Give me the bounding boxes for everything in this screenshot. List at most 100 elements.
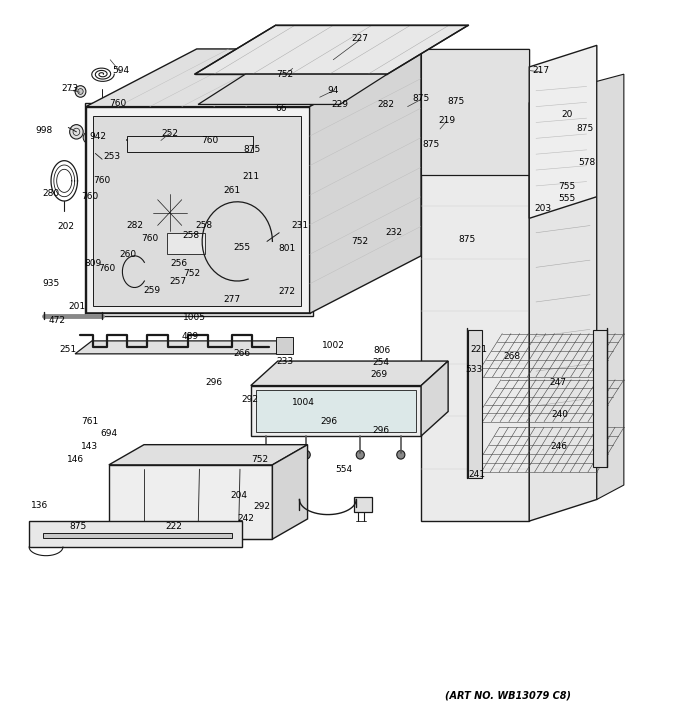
Text: 241: 241 bbox=[468, 471, 485, 479]
Polygon shape bbox=[473, 427, 624, 472]
Text: 594: 594 bbox=[112, 66, 129, 75]
Text: 259: 259 bbox=[143, 286, 160, 295]
Polygon shape bbox=[474, 380, 624, 422]
Text: (ART NO. WB13079 C8): (ART NO. WB13079 C8) bbox=[445, 690, 571, 700]
Polygon shape bbox=[276, 337, 292, 354]
Text: 136: 136 bbox=[31, 501, 48, 510]
Text: 760: 760 bbox=[82, 192, 99, 202]
Text: 806: 806 bbox=[373, 347, 390, 355]
Text: 998: 998 bbox=[35, 126, 52, 135]
Circle shape bbox=[91, 119, 99, 128]
Text: 217: 217 bbox=[533, 66, 550, 75]
Circle shape bbox=[137, 243, 148, 254]
Bar bbox=[469, 112, 492, 125]
Text: 247: 247 bbox=[549, 378, 566, 387]
Text: 252: 252 bbox=[161, 129, 178, 138]
Bar bbox=[435, 133, 458, 146]
Polygon shape bbox=[421, 49, 529, 175]
Polygon shape bbox=[421, 361, 448, 436]
Bar bbox=[503, 112, 517, 125]
Text: 875: 875 bbox=[69, 522, 86, 531]
Polygon shape bbox=[93, 116, 301, 306]
Polygon shape bbox=[421, 49, 529, 521]
Text: 258: 258 bbox=[183, 231, 200, 240]
Polygon shape bbox=[43, 533, 232, 539]
Text: 258: 258 bbox=[195, 221, 212, 230]
Text: 292: 292 bbox=[253, 502, 270, 511]
Text: 533: 533 bbox=[465, 365, 482, 374]
Text: 94: 94 bbox=[328, 86, 339, 94]
Polygon shape bbox=[86, 107, 309, 313]
Text: 694: 694 bbox=[101, 428, 118, 438]
Text: 472: 472 bbox=[49, 316, 66, 326]
Text: 1004: 1004 bbox=[292, 398, 315, 407]
Text: 146: 146 bbox=[67, 455, 84, 463]
Bar bbox=[435, 112, 458, 125]
Text: 578: 578 bbox=[579, 157, 596, 167]
Bar bbox=[469, 90, 492, 103]
Text: 280: 280 bbox=[42, 188, 59, 198]
Polygon shape bbox=[109, 465, 273, 539]
Text: 292: 292 bbox=[241, 395, 258, 405]
Text: 875: 875 bbox=[422, 141, 440, 149]
Bar bbox=[503, 90, 517, 103]
Text: 296: 296 bbox=[321, 417, 338, 426]
Bar bbox=[435, 68, 458, 81]
Text: 255: 255 bbox=[233, 243, 250, 252]
Text: 227: 227 bbox=[352, 33, 369, 43]
Text: 254: 254 bbox=[372, 358, 389, 367]
Bar bbox=[435, 90, 458, 103]
Text: 875: 875 bbox=[458, 236, 476, 244]
Text: 221: 221 bbox=[471, 345, 488, 354]
Bar bbox=[503, 133, 517, 146]
Text: 201: 201 bbox=[68, 302, 85, 311]
Text: 269: 269 bbox=[371, 370, 388, 378]
Polygon shape bbox=[251, 386, 421, 436]
Polygon shape bbox=[194, 25, 469, 74]
Text: 232: 232 bbox=[386, 228, 403, 237]
Circle shape bbox=[356, 450, 364, 459]
Text: 875: 875 bbox=[243, 144, 260, 154]
Text: 760: 760 bbox=[93, 176, 111, 186]
Text: 273: 273 bbox=[61, 84, 78, 93]
Text: 272: 272 bbox=[279, 287, 296, 297]
Text: 242: 242 bbox=[237, 514, 254, 523]
Polygon shape bbox=[84, 103, 313, 315]
Text: 761: 761 bbox=[82, 417, 99, 426]
Circle shape bbox=[146, 187, 193, 238]
Text: 202: 202 bbox=[57, 223, 74, 231]
Polygon shape bbox=[469, 330, 482, 478]
Circle shape bbox=[141, 247, 158, 265]
Text: 246: 246 bbox=[551, 442, 568, 451]
Text: 268: 268 bbox=[503, 352, 520, 361]
Polygon shape bbox=[529, 81, 597, 521]
Text: 760: 760 bbox=[201, 136, 219, 145]
Text: 875: 875 bbox=[576, 124, 593, 133]
Text: 256: 256 bbox=[171, 259, 188, 268]
Text: 752: 752 bbox=[276, 70, 293, 79]
Text: 752: 752 bbox=[252, 455, 269, 463]
Text: 257: 257 bbox=[169, 277, 186, 286]
Circle shape bbox=[180, 238, 191, 249]
Text: 555: 555 bbox=[558, 194, 576, 203]
Text: 211: 211 bbox=[242, 172, 259, 181]
Text: 260: 260 bbox=[119, 250, 137, 259]
Text: 1002: 1002 bbox=[322, 341, 345, 349]
Text: 752: 752 bbox=[183, 269, 200, 278]
Circle shape bbox=[133, 173, 207, 252]
Circle shape bbox=[174, 231, 198, 257]
Polygon shape bbox=[86, 49, 421, 107]
Circle shape bbox=[151, 260, 165, 275]
Polygon shape bbox=[273, 444, 307, 539]
Text: 253: 253 bbox=[103, 152, 120, 161]
Text: 760: 760 bbox=[141, 234, 158, 243]
Circle shape bbox=[75, 86, 86, 97]
Text: 251: 251 bbox=[60, 345, 77, 354]
Text: 233: 233 bbox=[276, 357, 293, 365]
Text: 554: 554 bbox=[335, 465, 353, 473]
Text: 875: 875 bbox=[447, 97, 465, 106]
Circle shape bbox=[262, 450, 270, 459]
Text: 219: 219 bbox=[438, 116, 456, 125]
Bar bbox=[469, 68, 492, 81]
Circle shape bbox=[83, 132, 94, 144]
